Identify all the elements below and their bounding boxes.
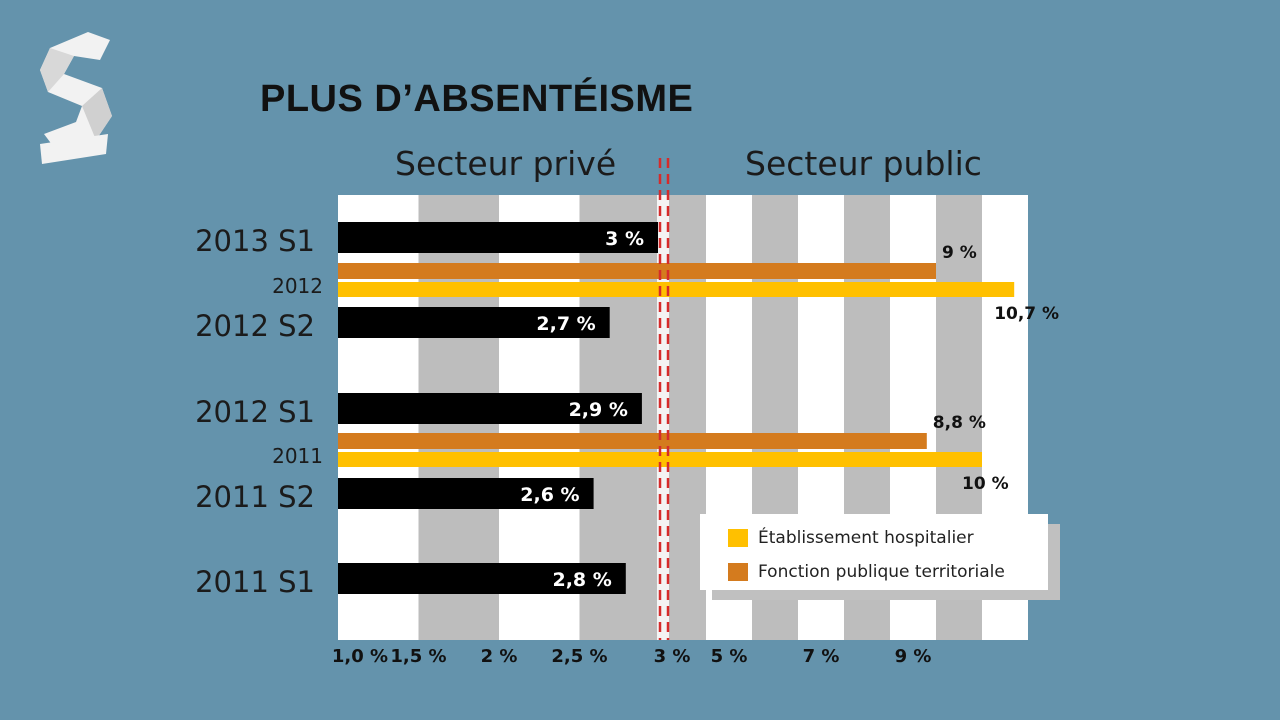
x-tick-label: 9 % [895, 646, 932, 667]
x-tick-label: 3 % [654, 646, 691, 667]
bar-private [338, 307, 610, 338]
category-label: 2013 S1 [195, 224, 315, 258]
section-label-public: Secteur public [745, 144, 982, 183]
bar-hospital [338, 282, 1015, 297]
legend-swatch-hospital [728, 529, 748, 547]
group-year-label: 2011 [272, 444, 323, 468]
legend-label-territorial: Fonction publique territoriale [758, 562, 1005, 582]
data-label-private: 3 % [605, 228, 644, 250]
x-tick-label: 5 % [711, 646, 748, 667]
data-label-hospital: 10,7 % [994, 304, 1059, 324]
data-label-territorial: 9 % [942, 243, 977, 263]
bar-private [338, 478, 594, 509]
data-label-private: 2,9 % [569, 399, 628, 421]
data-label-hospital: 10 % [962, 474, 1009, 494]
bar-hospital [338, 452, 982, 467]
x-tick-label: 1,0 % [332, 646, 388, 667]
legend-item-hospital: Établissement hospitalier [728, 526, 974, 550]
category-label: 2012 S2 [195, 309, 315, 343]
x-tick-label: 2 % [481, 646, 518, 667]
legend-item-territorial: Fonction publique territoriale [728, 560, 1005, 584]
chart-legend: Établissement hospitalier Fonction publi… [700, 514, 1048, 590]
legend-label-hospital: Établissement hospitalier [758, 528, 974, 548]
bar-private [338, 222, 658, 253]
bar-territorial [338, 263, 936, 279]
category-label: 2012 S1 [195, 395, 315, 429]
x-tick-label: 1,5 % [390, 646, 446, 667]
legend-swatch-territorial [728, 563, 748, 581]
data-label-private: 2,6 % [520, 484, 579, 506]
data-label-territorial: 8,8 % [933, 413, 986, 433]
logo-icon [40, 32, 112, 164]
group-year-label: 2012 [272, 274, 323, 298]
category-label: 2011 S1 [195, 565, 315, 599]
bar-private [338, 393, 642, 424]
section-label-private: Secteur privé [395, 144, 617, 183]
x-tick-label: 7 % [803, 646, 840, 667]
data-label-private: 2,8 % [552, 569, 611, 591]
category-label: 2011 S2 [195, 480, 315, 514]
bar-territorial [338, 433, 927, 449]
data-label-private: 2,7 % [536, 313, 595, 335]
x-tick-label: 2,5 % [551, 646, 607, 667]
chart-title: PLUS D’ABSENTÉISME [260, 78, 694, 120]
bar-private [338, 563, 626, 594]
